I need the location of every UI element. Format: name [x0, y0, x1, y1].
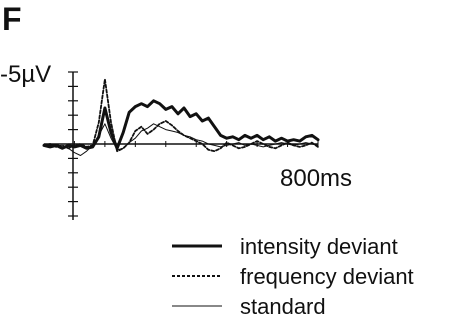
series-line-standard	[43, 123, 319, 156]
series-layer	[42, 78, 320, 156]
legend-label-intensity-deviant: intensity deviant	[240, 234, 398, 259]
panel-letter: F	[2, 1, 22, 37]
series-line-frequency-deviant	[43, 78, 319, 153]
x-axis-label: 800ms	[280, 165, 352, 192]
y-axis-label: -5µV	[0, 61, 51, 88]
legend-label-standard: standard	[240, 294, 326, 319]
legend: intensity deviant frequency deviant stan…	[172, 234, 414, 319]
legend-label-frequency-deviant: frequency deviant	[240, 264, 414, 289]
series-line-intensity-deviant	[42, 99, 320, 150]
